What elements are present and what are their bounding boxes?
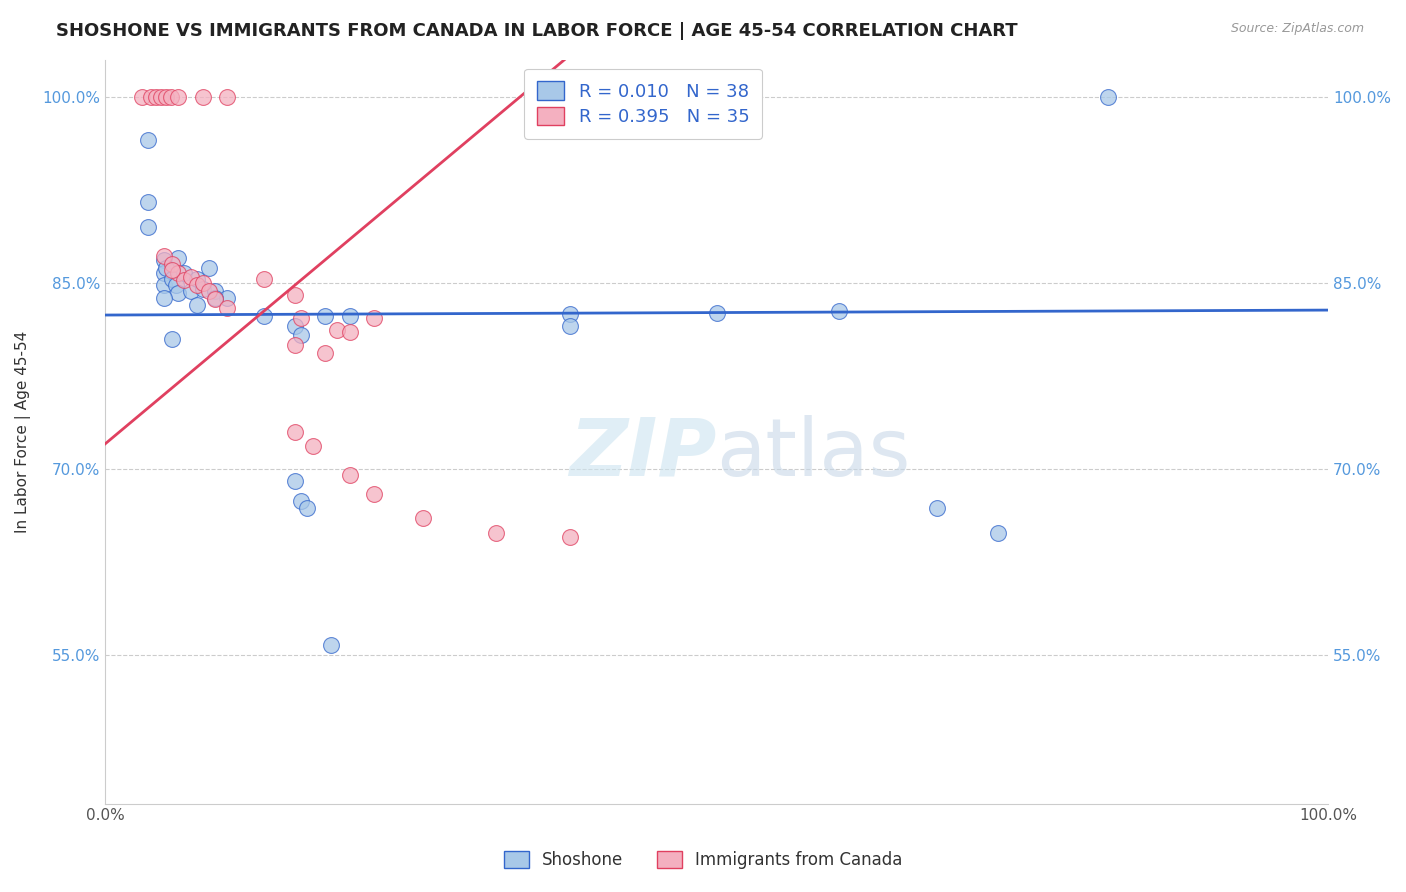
Point <box>191 276 214 290</box>
Point <box>253 310 276 324</box>
Point <box>284 474 307 488</box>
Point <box>145 90 167 104</box>
Point <box>165 278 187 293</box>
Point <box>339 468 361 483</box>
Point <box>136 133 159 147</box>
Point <box>253 272 276 286</box>
Point <box>167 90 190 104</box>
Point <box>152 291 174 305</box>
Point <box>167 251 190 265</box>
Point <box>925 501 948 516</box>
Point <box>204 285 226 299</box>
Point <box>326 323 349 337</box>
Point <box>363 310 385 325</box>
Point <box>186 298 208 312</box>
Point <box>141 90 163 104</box>
Point <box>150 90 173 104</box>
Point <box>290 494 312 508</box>
Point <box>485 526 508 541</box>
Y-axis label: In Labor Force | Age 45-54: In Labor Force | Age 45-54 <box>15 330 31 533</box>
Point <box>284 288 307 302</box>
Point <box>160 90 183 104</box>
Point <box>180 285 202 299</box>
Point <box>152 253 174 268</box>
Point <box>191 282 214 296</box>
Legend: Shoshone, Immigrants from Canada: Shoshone, Immigrants from Canada <box>494 841 912 880</box>
Text: Source: ZipAtlas.com: Source: ZipAtlas.com <box>1230 22 1364 36</box>
Point <box>191 90 214 104</box>
Point <box>284 425 307 439</box>
Point <box>162 263 184 277</box>
Point <box>290 327 312 342</box>
Point <box>302 440 325 454</box>
Point <box>558 307 581 321</box>
Point <box>295 501 318 516</box>
Point <box>180 269 202 284</box>
Point <box>706 305 728 319</box>
Point <box>173 266 195 280</box>
Point <box>1097 90 1119 104</box>
Text: SHOSHONE VS IMMIGRANTS FROM CANADA IN LABOR FORCE | AGE 45-54 CORRELATION CHART: SHOSHONE VS IMMIGRANTS FROM CANADA IN LA… <box>56 22 1018 40</box>
Point <box>363 486 385 500</box>
Point <box>987 526 1010 541</box>
Point <box>162 332 184 346</box>
Point <box>321 638 343 652</box>
Point <box>136 219 159 234</box>
Point <box>284 338 307 352</box>
Point <box>167 266 190 280</box>
Point <box>828 304 851 318</box>
Point <box>204 291 226 305</box>
Point <box>204 292 226 306</box>
Point <box>339 310 361 324</box>
Point <box>155 90 177 104</box>
Point <box>198 260 221 275</box>
Point <box>339 326 361 340</box>
Point <box>217 301 239 315</box>
Point <box>167 285 190 300</box>
Point <box>152 248 174 262</box>
Point <box>290 310 312 325</box>
Point <box>412 511 434 525</box>
Text: ZIP: ZIP <box>569 415 717 493</box>
Point <box>558 319 581 334</box>
Point <box>162 257 184 271</box>
Point <box>131 90 153 104</box>
Point <box>136 195 159 210</box>
Legend: R = 0.010   N = 38, R = 0.395   N = 35: R = 0.010 N = 38, R = 0.395 N = 35 <box>524 69 762 139</box>
Point <box>558 530 581 544</box>
Point <box>173 273 195 287</box>
Point <box>152 266 174 280</box>
Text: atlas: atlas <box>717 415 911 493</box>
Point <box>217 90 239 104</box>
Point <box>152 278 174 293</box>
Point <box>155 260 177 275</box>
Point <box>314 346 336 360</box>
Point <box>314 310 336 324</box>
Point <box>162 272 184 286</box>
Point <box>284 319 307 334</box>
Point <box>186 278 208 293</box>
Point <box>186 272 208 286</box>
Point <box>217 291 239 305</box>
Point <box>198 285 221 299</box>
